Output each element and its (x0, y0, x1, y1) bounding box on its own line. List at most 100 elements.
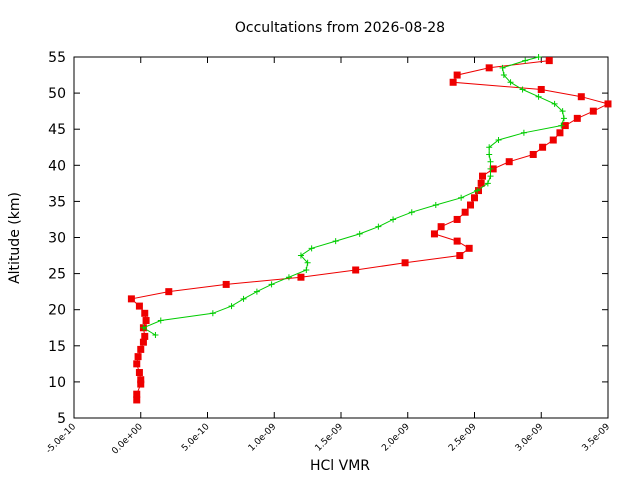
data-point (141, 332, 149, 340)
data-point (141, 309, 149, 317)
data-point (561, 122, 569, 130)
data-point (432, 202, 439, 209)
data-point (308, 245, 315, 252)
data-point (165, 288, 173, 296)
data-point (253, 288, 260, 295)
x-tick-label: 3.5e-09 (581, 422, 613, 454)
data-point (477, 179, 485, 187)
data-point (551, 100, 558, 107)
data-point (356, 230, 363, 237)
data-point (134, 353, 142, 361)
data-point (560, 115, 567, 122)
red-square-series (127, 57, 612, 404)
data-point (589, 107, 597, 115)
data-point (539, 143, 547, 151)
data-point (520, 129, 527, 136)
data-point (228, 303, 235, 310)
data-point (375, 223, 382, 230)
data-point (485, 64, 493, 72)
data-point (487, 173, 494, 180)
data-point (137, 380, 145, 388)
data-point (133, 360, 141, 368)
data-point (209, 310, 216, 317)
y-axis-label: Altitude (km) (7, 192, 23, 284)
data-point (453, 71, 461, 79)
x-tick-label: 1.0e-09 (247, 422, 279, 454)
green-plus-series (140, 54, 567, 338)
data-point (519, 86, 526, 93)
data-point (479, 172, 487, 180)
data-point (545, 57, 553, 65)
data-point (522, 57, 529, 64)
y-tick-label: 45 (48, 122, 66, 138)
data-point (133, 390, 141, 398)
y-tick-label: 55 (48, 50, 66, 66)
data-point (456, 252, 464, 260)
data-point (332, 238, 339, 245)
data-point (135, 369, 143, 377)
data-point (486, 151, 493, 158)
data-point (573, 114, 581, 122)
data-point (505, 158, 513, 166)
y-tick-label: 40 (48, 158, 66, 174)
data-point (449, 78, 457, 86)
x-tick-label: 0.0e+00 (110, 422, 145, 457)
x-tick-label: 1.5e-09 (314, 422, 346, 454)
data-point (577, 93, 585, 101)
data-point (268, 281, 275, 288)
data-point (437, 223, 445, 231)
data-point (127, 295, 135, 303)
data-point (465, 244, 473, 252)
data-point (285, 274, 292, 281)
y-tick-label: 20 (48, 303, 66, 319)
data-point (559, 108, 566, 115)
data-point (142, 317, 150, 325)
data-point (537, 85, 545, 93)
data-point (507, 79, 514, 86)
data-point (139, 338, 147, 346)
x-axis-label: HCl VMR (310, 458, 370, 474)
data-point (500, 72, 507, 79)
data-point (529, 150, 537, 158)
plot-area-border (73, 56, 609, 419)
x-tick-label: 3.0e-09 (514, 422, 546, 454)
data-point (474, 187, 481, 194)
data-point (303, 266, 310, 273)
data-point (499, 64, 506, 71)
data-point (495, 137, 502, 144)
data-point (390, 216, 397, 223)
data-point (466, 201, 474, 209)
data-point (461, 208, 469, 216)
data-point (157, 317, 164, 324)
data-point (222, 280, 230, 288)
chart-title: Occultations from 2026-08-28 (235, 20, 445, 36)
data-point (137, 345, 145, 353)
y-tick-label: 35 (48, 194, 66, 210)
data-point (304, 259, 311, 266)
y-tick-label: 25 (48, 267, 66, 283)
series-line (142, 56, 565, 336)
data-point (133, 396, 141, 404)
data-point (486, 144, 493, 151)
x-tick-label: 2.0e-09 (380, 422, 412, 454)
data-point (140, 324, 147, 331)
data-point (458, 194, 465, 201)
data-point (471, 194, 478, 202)
data-point (352, 266, 360, 274)
data-point (558, 122, 565, 129)
y-tick-label: 30 (48, 231, 66, 247)
data-point (484, 180, 491, 187)
data-point (408, 209, 415, 216)
data-point (535, 54, 542, 60)
y-tick-label: 10 (48, 375, 66, 391)
data-point (240, 295, 247, 302)
x-tick-label: 2.5e-09 (447, 422, 479, 454)
x-tick-label: 5.0e-10 (180, 422, 212, 454)
data-point (535, 93, 542, 100)
data-point (137, 376, 145, 384)
y-tick-label: 5 (57, 411, 66, 427)
data-point (152, 331, 159, 338)
data-point (487, 158, 494, 165)
y-tick-label: 50 (48, 86, 66, 102)
